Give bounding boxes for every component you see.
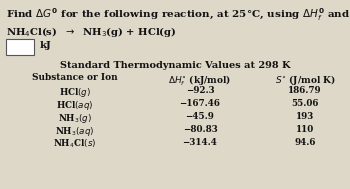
Text: 94.6: 94.6 <box>294 138 316 147</box>
Text: NH$_3$$(g)$: NH$_3$$(g)$ <box>58 112 92 125</box>
Text: Find $\Delta G^{\mathbf{0}}$ for the following reaction, at 25°C, using $\Delta : Find $\Delta G^{\mathbf{0}}$ for the fol… <box>6 6 350 23</box>
Text: −92.3: −92.3 <box>186 86 214 95</box>
Text: 55.06: 55.06 <box>291 99 319 108</box>
Text: −80.83: −80.83 <box>183 125 217 134</box>
FancyBboxPatch shape <box>6 39 34 55</box>
Text: NH$_4$Cl(s)  $\rightarrow$  NH$_3$(g) + HCl(g): NH$_4$Cl(s) $\rightarrow$ NH$_3$(g) + HC… <box>6 25 176 39</box>
Text: $\Delta H^{\circ}_{f}$ (kJ/mol): $\Delta H^{\circ}_{f}$ (kJ/mol) <box>168 73 232 88</box>
Text: HCl$(aq)$: HCl$(aq)$ <box>56 99 94 112</box>
Text: NH$_4$Cl$(s)$: NH$_4$Cl$(s)$ <box>53 138 97 150</box>
Text: Standard Thermodynamic Values at 298 K: Standard Thermodynamic Values at 298 K <box>60 61 290 70</box>
Text: NH$_3$$(aq)$: NH$_3$$(aq)$ <box>55 125 95 138</box>
Text: $S^{\circ}$ (J/mol K): $S^{\circ}$ (J/mol K) <box>275 73 335 87</box>
Text: −45.9: −45.9 <box>186 112 215 121</box>
Text: 186.79: 186.79 <box>288 86 322 95</box>
Text: HCl$(g)$: HCl$(g)$ <box>59 86 91 99</box>
Text: 110: 110 <box>296 125 314 134</box>
Text: −167.46: −167.46 <box>180 99 220 108</box>
Text: Substance or Ion: Substance or Ion <box>32 73 118 82</box>
Text: 193: 193 <box>296 112 314 121</box>
Text: kJ: kJ <box>40 42 52 50</box>
Text: −314.4: −314.4 <box>183 138 217 147</box>
